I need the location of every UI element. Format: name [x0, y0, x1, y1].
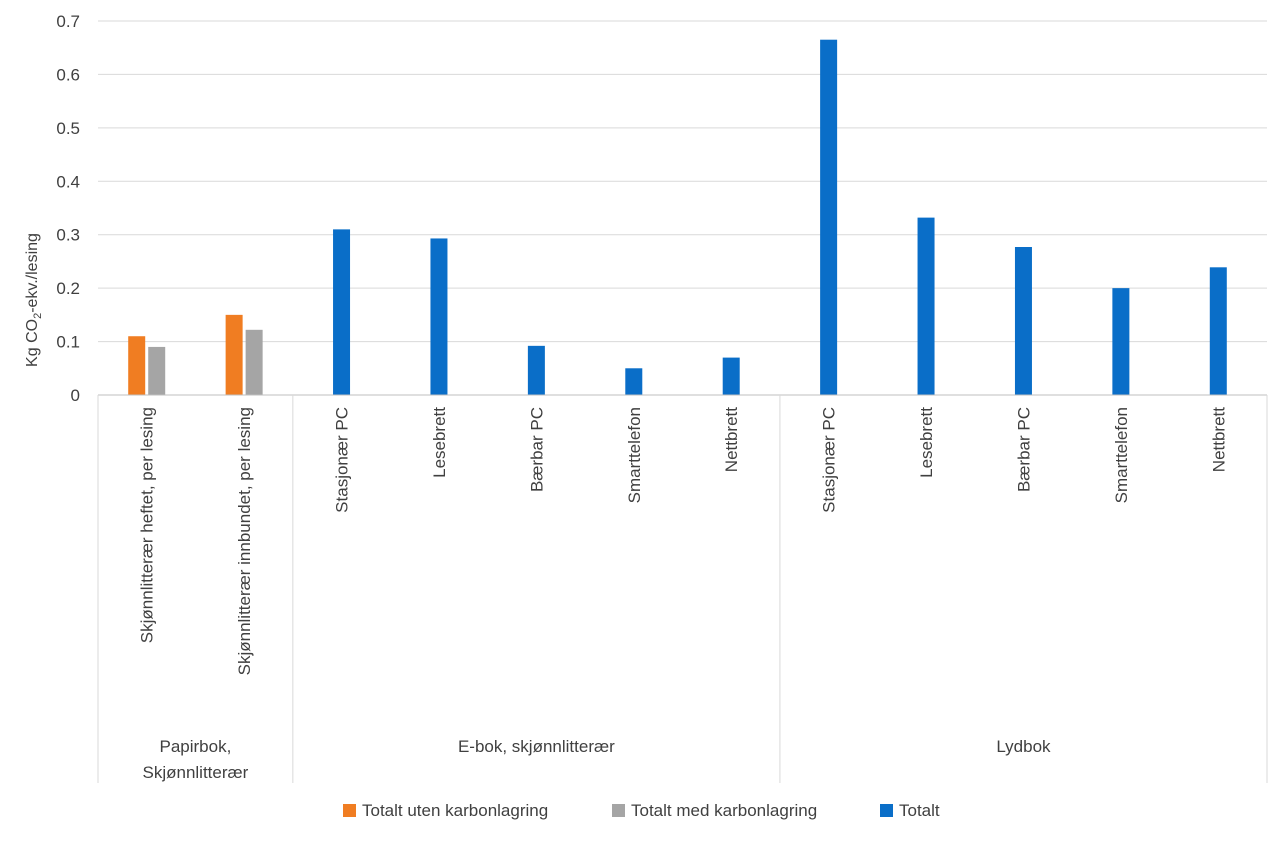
- x-axis: [97, 394, 1268, 783]
- legend-label: Totalt uten karbonlagring: [362, 801, 548, 820]
- bar-totalt-uten-karbonlagring: [128, 336, 146, 395]
- x-category-label: Stasjonær PC: [333, 407, 352, 513]
- x-group-label: Lydbok: [996, 737, 1051, 756]
- y-axis-title-main: Kg CO: [24, 319, 41, 367]
- legend-label: Totalt: [899, 801, 940, 820]
- legend: Totalt uten karbonlagring Totalt med karb…: [343, 801, 940, 820]
- y-tick-label: 0.1: [56, 333, 80, 352]
- y-axis-title-suffix: -ekv./lesing: [24, 233, 41, 313]
- y-tick-label: 0.4: [56, 172, 80, 191]
- x-category-label: Lesebrett: [430, 407, 449, 478]
- x-category-label: Bærbar PC: [1014, 407, 1033, 492]
- gridlines: [98, 20, 1267, 343]
- bar-totalt-uten-karbonlagring: [225, 314, 243, 395]
- bar-totalt: [1014, 247, 1032, 395]
- bar-totalt: [527, 345, 545, 395]
- x-group-label: Papirbok,: [160, 737, 232, 756]
- y-tick-label: 0: [71, 386, 80, 405]
- x-group-label: Skjønnlitterær: [143, 763, 249, 782]
- bar-totalt: [625, 368, 643, 395]
- y-axis-ticks: 0 0.1 0.2 0.3 0.4 0.5 0.6 0.7: [56, 12, 80, 405]
- x-category-label: Skjønnlitterær heftet, per lesing: [138, 407, 157, 643]
- bar-totalt: [430, 238, 448, 395]
- y-tick-label: 0.3: [56, 226, 80, 245]
- x-category-label: Nettbrett: [1209, 407, 1228, 472]
- bar-totalt: [1209, 267, 1227, 395]
- legend-label: Totalt med karbonlagring: [631, 801, 817, 820]
- x-group-label: E-bok, skjønnlitterær: [458, 737, 615, 756]
- x-category-label: Smarttelefon: [1112, 407, 1131, 503]
- bar-totalt-med-karbonlagring: [245, 329, 263, 395]
- bar-totalt: [1112, 288, 1130, 395]
- bar-totalt: [722, 357, 740, 395]
- x-category-label: Skjønnlitterær innbundet, per lesing: [235, 407, 254, 675]
- x-category-label: Nettbrett: [722, 407, 741, 472]
- group-labels: Papirbok, Skjønnlitterær E-bok, skjønnlitt…: [143, 737, 1052, 782]
- bar-totalt: [333, 229, 351, 395]
- legend-swatch: [880, 804, 893, 817]
- x-category-label: Stasjonær PC: [820, 407, 839, 513]
- x-category-label: Lesebrett: [917, 407, 936, 478]
- legend-swatch: [343, 804, 356, 817]
- bar-totalt-med-karbonlagring: [148, 346, 166, 395]
- bar-totalt: [820, 39, 838, 395]
- x-category-label: Bærbar PC: [527, 407, 546, 492]
- bars: [128, 39, 1227, 395]
- y-axis-title: Kg CO2-ekv./lesing: [24, 233, 44, 367]
- category-labels: Skjønnlitterær heftet, per lesing Skjønnl…: [138, 407, 1229, 676]
- x-category-label: Smarttelefon: [625, 407, 644, 503]
- y-axis-title-subscript: 2: [32, 313, 44, 319]
- y-tick-label: 0.2: [56, 279, 80, 298]
- y-tick-label: 0.6: [56, 65, 80, 84]
- legend-swatch: [612, 804, 625, 817]
- bar-totalt: [917, 217, 935, 395]
- y-tick-label: 0.7: [56, 12, 80, 31]
- y-tick-label: 0.5: [56, 119, 80, 138]
